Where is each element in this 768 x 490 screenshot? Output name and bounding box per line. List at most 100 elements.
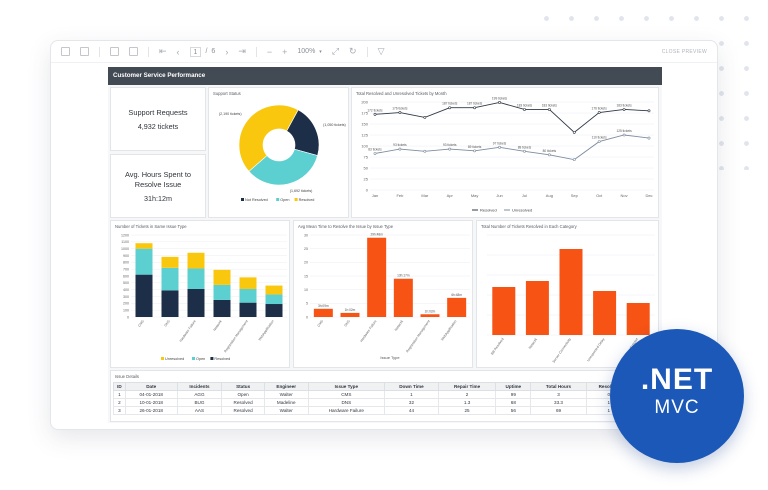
print-icon[interactable] bbox=[61, 47, 70, 56]
stack-segment-unresolved bbox=[265, 285, 283, 295]
column-header[interactable]: Issue Type bbox=[307, 382, 386, 391]
data-label: 199 tickets bbox=[492, 96, 508, 100]
stack-segment-resolved bbox=[239, 302, 257, 317]
refresh-icon[interactable]: ↻ bbox=[349, 46, 357, 56]
x-tick-label: Nov bbox=[621, 193, 628, 198]
toolbar-separator bbox=[255, 46, 257, 57]
bar bbox=[420, 314, 440, 317]
page-indicator: 1 / 6 bbox=[189, 46, 216, 57]
table-row: 2 10-01-2018 BUG Resolved Madeline DNS 32 1.3 68… bbox=[113, 398, 660, 407]
kpi-label: Support Requests bbox=[128, 107, 188, 117]
data-label: 187 tickets bbox=[442, 102, 458, 106]
column-header[interactable]: Repair Time bbox=[437, 382, 497, 391]
stack-segment-open bbox=[187, 268, 205, 289]
bar bbox=[593, 291, 617, 335]
data-label: 176 tickets bbox=[392, 107, 408, 111]
data-point-unresolved bbox=[398, 147, 402, 151]
data-point-resolved bbox=[622, 108, 626, 111]
y-tick-label: 75 bbox=[364, 154, 369, 159]
stack-segment-resolved bbox=[213, 299, 231, 317]
last-page-icon[interactable]: ⇥ bbox=[238, 46, 246, 56]
badge-line2: MVC bbox=[654, 397, 700, 418]
x-tick-label: WebAppification bbox=[258, 319, 275, 341]
data-label: 187 tickets bbox=[467, 102, 483, 106]
chevron-down-icon: ▾ bbox=[319, 48, 322, 55]
donut-slice bbox=[238, 104, 299, 172]
parameters-icon[interactable] bbox=[129, 47, 138, 56]
table-cell: 1 bbox=[384, 390, 439, 399]
tickets-by-month-line-chart: 0 25 50 75 100 125 150 175 200 Jan Feb Mar Apr May Jun… bbox=[361, 96, 654, 213]
panel-title: Avg Mean Time to Resolve the Issue by Is… bbox=[298, 224, 394, 229]
filter-icon[interactable]: ▽ bbox=[377, 46, 385, 56]
stack-segment-resolved bbox=[187, 288, 205, 317]
table-cell: BUG bbox=[176, 398, 223, 407]
page-total: 6 bbox=[211, 48, 216, 55]
kpi-avg-hours: Avg. Hours Spent to Resolve Issue 31h:12… bbox=[110, 154, 206, 218]
column-header[interactable]: Uptime bbox=[495, 382, 532, 391]
data-point-resolved bbox=[498, 101, 501, 104]
column-header[interactable]: Engineer bbox=[263, 382, 309, 391]
support-status-donut-chart: (1,050 tickets) (1,692 tickets) (2,190 tic… bbox=[219, 104, 346, 202]
x-tick-label: Sep bbox=[571, 193, 579, 198]
data-label: 97 tickets bbox=[493, 141, 507, 145]
x-tick-label: May bbox=[471, 193, 479, 198]
table-cell: 2 bbox=[437, 390, 497, 399]
y-tick-label: 20 bbox=[304, 261, 308, 265]
data-point-unresolved bbox=[622, 133, 626, 137]
y-tick-label: 300 bbox=[123, 295, 129, 299]
x-tick-label: Jun bbox=[496, 193, 502, 198]
data-point-resolved bbox=[423, 115, 427, 119]
page-input[interactable]: 1 bbox=[189, 46, 202, 57]
data-label: 3h:09m bbox=[318, 304, 329, 308]
data-label: 83 tickets bbox=[368, 147, 382, 151]
document-map-icon[interactable] bbox=[110, 47, 119, 56]
table-row: 3 26-01-2018 AAS Resolved Walter Hardware Fai… bbox=[113, 406, 660, 415]
data-point-resolved bbox=[473, 106, 477, 110]
table-cell: Madeline bbox=[263, 398, 309, 407]
stack-segment-resolved bbox=[135, 274, 153, 317]
stack-segment-resolved bbox=[161, 290, 179, 317]
column-header[interactable]: Date bbox=[124, 382, 178, 391]
tickets-issue-type-panel: Number of Tickets in Same Issue Type 0 10… bbox=[110, 220, 290, 368]
zoom-select[interactable]: 100% ▾ bbox=[297, 48, 321, 55]
data-point-unresolved bbox=[423, 149, 427, 153]
export-icon[interactable] bbox=[80, 47, 89, 56]
data-label: 110 tickets bbox=[592, 136, 607, 140]
bar bbox=[525, 281, 549, 335]
previous-page-icon[interactable]: ‹ bbox=[176, 46, 180, 57]
column-header[interactable]: Status bbox=[221, 382, 265, 391]
table-cell: 25 bbox=[437, 406, 497, 415]
zoom-in-icon[interactable]: + bbox=[282, 46, 288, 57]
data-label: 13h:17m bbox=[397, 274, 410, 278]
column-header[interactable]: Total Hours bbox=[530, 382, 587, 391]
x-tick-label: WebAppification bbox=[440, 319, 457, 341]
column-header[interactable]: ID bbox=[113, 382, 126, 391]
legend-swatch bbox=[241, 198, 244, 201]
x-tick-label: Bill Resolved bbox=[490, 337, 505, 355]
column-header[interactable]: Down Time bbox=[384, 382, 439, 391]
close-preview-button[interactable]: CLOSE PREVIEW bbox=[661, 48, 707, 55]
mean-time-bar-chart: 0 5 10 15 20 25 30 3h:09m CMS 1h:02m DNS 29h:48m Har… bbox=[304, 233, 470, 360]
y-tick-label: 800 bbox=[123, 261, 129, 265]
data-point-unresolved bbox=[498, 145, 501, 149]
first-page-icon[interactable]: ⇤ bbox=[159, 46, 167, 56]
data-label: 183 tickets bbox=[542, 103, 558, 107]
next-page-icon[interactable]: › bbox=[225, 46, 229, 57]
legend-label: Open bbox=[280, 198, 289, 202]
kpi-support-requests: Support Requests 4,932 tickets bbox=[110, 87, 206, 151]
y-tick-label: 0 bbox=[127, 315, 129, 319]
table-cell: 04-01-2018 bbox=[124, 390, 178, 399]
x-tick-label: Network bbox=[394, 319, 405, 332]
data-point-unresolved bbox=[523, 149, 526, 153]
data-label: 183 tickets bbox=[517, 103, 533, 107]
fit-page-icon[interactable]: ⤢ bbox=[331, 46, 340, 56]
zoom-out-icon[interactable]: − bbox=[266, 46, 273, 57]
x-tick-label: Aug bbox=[546, 193, 553, 198]
legend-label: Unresolved bbox=[165, 357, 184, 361]
x-tick-label: Unexpected Delay bbox=[586, 337, 605, 362]
stack-segment-open bbox=[265, 294, 283, 305]
column-header[interactable]: Incidents bbox=[176, 382, 223, 391]
data-label: 6h:48m bbox=[451, 293, 462, 297]
y-tick-label: 1200 bbox=[121, 233, 129, 237]
table-cell: Resolved bbox=[221, 406, 265, 415]
